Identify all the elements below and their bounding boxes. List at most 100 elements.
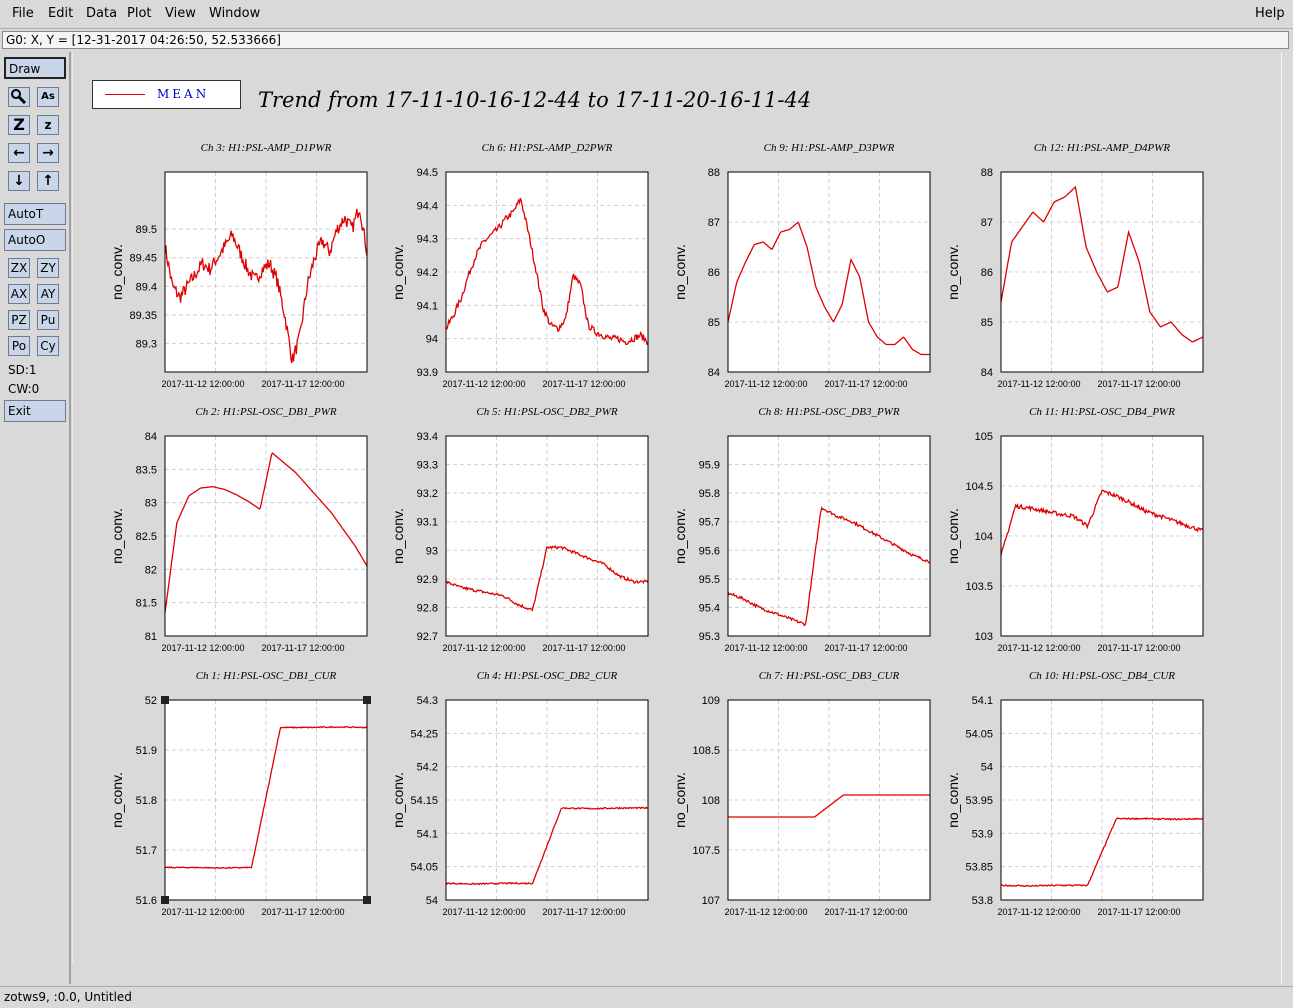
- x-tick-label: 2017-11-17 12:00:00: [825, 907, 908, 917]
- y-tick-label: 95.8: [699, 488, 720, 500]
- y-tick-label: 83.5: [136, 464, 157, 476]
- chart-title: Ch 1: H1:PSL-OSC_DB1_CUR: [196, 670, 337, 682]
- series-line: [1000, 489, 1204, 556]
- y-axis-label: no_conv.: [945, 772, 961, 828]
- y-tick-label: 81: [145, 631, 157, 643]
- y-tick-label: 104: [975, 531, 993, 543]
- pan-up-icon[interactable]: ↑: [37, 171, 59, 191]
- x-tick-label: 2017-11-12 12:00:00: [998, 907, 1081, 917]
- magnify-icon[interactable]: [8, 87, 30, 107]
- cy-button[interactable]: Cy: [37, 336, 59, 356]
- y-tick-label: 54.3: [417, 695, 438, 707]
- x-tick-label: 2017-11-17 12:00:00: [1098, 643, 1181, 653]
- plot-frame: [1000, 435, 1204, 637]
- menu-window[interactable]: Window: [209, 6, 261, 21]
- series-line: [1000, 185, 1204, 343]
- menu-help[interactable]: Help: [1255, 6, 1285, 21]
- x-tick-label: 2017-11-17 12:00:00: [825, 379, 908, 389]
- scroll-strip: [1281, 52, 1290, 984]
- y-tick-label: 83: [145, 498, 157, 510]
- y-tick-label: 54.1: [972, 695, 993, 707]
- menu-plot[interactable]: Plot: [127, 6, 152, 21]
- pan-down-icon[interactable]: ↓: [8, 171, 30, 191]
- x-tick-label: 2017-11-17 12:00:00: [1098, 379, 1181, 389]
- status-bar: zotws9, :0.0, Untitled: [0, 986, 1293, 1008]
- y-tick-label: 88: [708, 167, 720, 179]
- ax-button[interactable]: AX: [8, 284, 30, 304]
- y-tick-label: 89.4: [136, 281, 157, 293]
- y-tick-label: 105: [975, 431, 993, 443]
- menu-file[interactable]: File: [12, 6, 34, 21]
- y-tick-label: 54: [981, 762, 993, 774]
- autot-button[interactable]: AutoT: [4, 203, 66, 225]
- series-line: [164, 208, 368, 364]
- y-tick-label: 51.6: [136, 895, 157, 907]
- zoom-in-button[interactable]: Z: [8, 115, 30, 135]
- y-axis-label: no_conv.: [109, 772, 125, 828]
- pan-right-icon[interactable]: →: [37, 143, 59, 163]
- menu-data[interactable]: Data: [86, 6, 118, 21]
- y-axis-label: no_conv.: [945, 508, 961, 564]
- y-tick-label: 93.1: [417, 517, 438, 529]
- y-tick-label: 89.35: [129, 310, 157, 322]
- y-tick-label: 84: [145, 431, 157, 443]
- y-tick-label: 94: [426, 334, 438, 346]
- pz-button[interactable]: PZ: [8, 310, 30, 330]
- y-tick-label: 54.2: [417, 762, 438, 774]
- ay-button[interactable]: AY: [37, 284, 59, 304]
- zx-button[interactable]: ZX: [8, 258, 30, 278]
- y-axis-label: no_conv.: [390, 772, 406, 828]
- plot-frame: [727, 699, 931, 901]
- plot-frame: [1000, 699, 1204, 901]
- y-axis-label: no_conv.: [672, 508, 688, 564]
- menu-view[interactable]: View: [165, 6, 196, 21]
- x-tick-label: 2017-11-17 12:00:00: [543, 643, 626, 653]
- legend: MEAN: [92, 80, 241, 109]
- x-tick-label: 2017-11-12 12:00:00: [162, 379, 245, 389]
- plot-frame: [727, 435, 931, 637]
- draw-button[interactable]: Draw: [4, 57, 66, 79]
- pan-left-icon[interactable]: ←: [8, 143, 30, 163]
- y-axis-label: no_conv.: [672, 244, 688, 300]
- legend-line: [105, 94, 145, 95]
- chart-title: Ch 3: H1:PSL-AMP_D1PWR: [201, 142, 332, 154]
- selection-handle: [363, 696, 371, 704]
- series-line: [728, 794, 930, 818]
- y-tick-label: 92.7: [417, 631, 438, 643]
- x-tick-label: 2017-11-12 12:00:00: [162, 643, 245, 653]
- zoom-out-button[interactable]: z: [37, 115, 59, 135]
- y-tick-label: 54.05: [410, 862, 438, 874]
- x-tick-label: 2017-11-17 12:00:00: [1098, 907, 1181, 917]
- pu-button[interactable]: Pu: [37, 310, 59, 330]
- y-tick-label: 94.4: [417, 200, 438, 212]
- x-tick-label: 2017-11-12 12:00:00: [725, 379, 808, 389]
- x-tick-label: 2017-11-17 12:00:00: [543, 907, 626, 917]
- y-tick-label: 89.5: [136, 224, 157, 236]
- chart-title: Ch 5: H1:PSL-OSC_DB2_PWR: [476, 406, 617, 418]
- autoo-button[interactable]: AutoO: [4, 229, 66, 251]
- chart-title: Ch 9: H1:PSL-AMP_D3PWR: [764, 142, 895, 154]
- series-line: [1000, 817, 1204, 888]
- exit-button[interactable]: Exit: [4, 400, 66, 422]
- y-axis-label: no_conv.: [109, 508, 125, 564]
- y-tick-label: 87: [708, 217, 720, 229]
- po-button[interactable]: Po: [8, 336, 30, 356]
- y-tick-label: 54.25: [410, 728, 438, 740]
- y-tick-label: 103: [975, 631, 993, 643]
- x-tick-label: 2017-11-12 12:00:00: [443, 643, 526, 653]
- menu-edit[interactable]: Edit: [48, 6, 74, 21]
- y-tick-label: 93.2: [417, 488, 438, 500]
- y-tick-label: 54.1: [417, 828, 438, 840]
- x-tick-label: 2017-11-12 12:00:00: [998, 379, 1081, 389]
- zy-button[interactable]: ZY: [37, 258, 59, 278]
- text-size-button[interactable]: As: [37, 87, 59, 107]
- legend-label: MEAN: [157, 87, 210, 101]
- chart-title: Ch 7: H1:PSL-OSC_DB3_CUR: [759, 670, 900, 682]
- y-tick-label: 95.7: [699, 517, 720, 529]
- left-toolbar: Draw As Z z ← → ↓ ↑ AutoT AutoO ZX ZY AX…: [0, 52, 71, 984]
- chart-title: Ch 10: H1:PSL-OSC_DB4_CUR: [1029, 670, 1175, 682]
- plot-frame: [1000, 171, 1204, 373]
- y-tick-label: 53.8: [972, 895, 993, 907]
- plot-frame: [727, 171, 931, 373]
